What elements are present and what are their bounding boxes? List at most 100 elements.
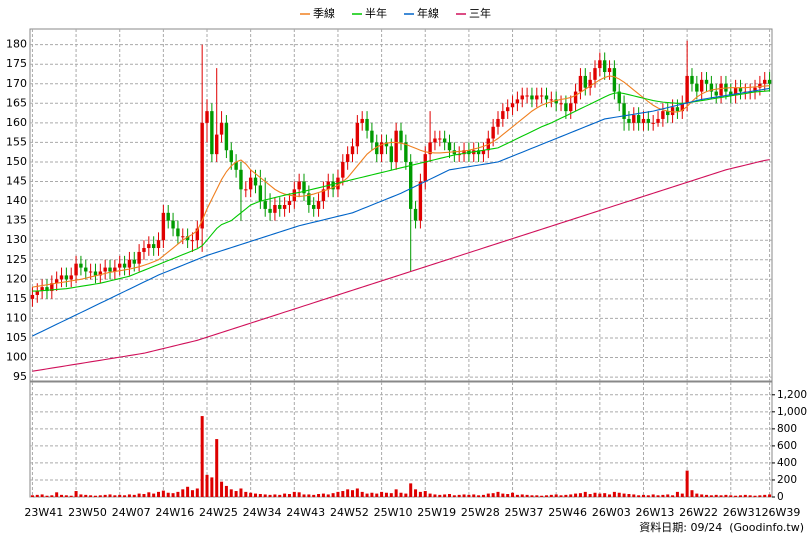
volume-bar [763,494,767,497]
volume-bar [472,494,476,497]
candle-body [646,118,651,123]
volume-bar [549,494,553,497]
candle-body [365,118,369,131]
volume-bar [574,493,578,497]
volume-bar [389,493,393,497]
volume-bar [428,493,432,497]
candle-body [593,68,597,80]
y-tick-label: 140 [6,194,27,207]
volume-bar [215,439,219,497]
candle-body [127,259,132,268]
ma-line [32,87,770,337]
candle-body [375,142,379,155]
candle-body [525,95,529,97]
volume-bar [384,492,388,497]
volume-bar [404,493,408,497]
volume-bar [617,492,621,497]
volume-bar [220,481,224,497]
legend: 季線 半年 年線 三年 [300,6,491,20]
volume-bar [307,494,311,497]
candle-body [602,60,607,73]
volume-bar [525,494,529,497]
volume-bar [583,491,587,497]
candle-body [64,275,69,280]
candle-body [108,267,112,272]
candle-body [714,91,718,96]
candle-body [181,236,185,238]
volume-bar [593,492,597,497]
volume-bar [234,491,238,497]
x-tick-label: 24W34 [243,506,282,519]
candle-body [151,244,156,249]
volume-bar [544,495,548,497]
volume-bar [452,495,456,497]
volume-bar [355,488,359,497]
x-tick-label: 26W39 [762,506,801,519]
volume-bar [622,493,626,497]
candle-body [442,138,447,143]
y-tick-label: 105 [6,331,27,344]
volume-bar [60,494,64,497]
volume-bar [734,495,738,497]
candle-body [418,181,423,221]
x-tick-label: 24W25 [199,506,238,519]
candle-body [399,130,403,143]
volume-bar [346,489,350,497]
candle-body [481,150,486,155]
volume-bar [74,491,78,497]
candle-body [185,236,190,241]
volume-bar [598,493,602,497]
candle-body [74,263,78,276]
candle-body [496,118,500,127]
volume-bar [297,492,301,497]
candle-body [438,138,442,140]
volume-bar [360,491,364,497]
candle-body [156,240,161,249]
candle-body [661,111,665,119]
candle-body [200,122,204,229]
candle-body [341,161,345,178]
volume-bar [287,494,291,497]
volume-bar [685,470,689,497]
candle-body [345,154,350,162]
y-tick-label: 130 [6,233,27,246]
candle-body [699,79,704,92]
candle-body [515,99,520,104]
candle-body [239,169,243,190]
candle-body [389,146,394,162]
candle-body [253,177,258,186]
volume-bar [724,494,728,497]
volume-bar [239,488,243,497]
x-tick-label: 26W13 [635,506,674,519]
volume-bar [608,494,612,497]
volume-bar [40,494,44,497]
volume-tick-label: 0 [777,491,784,503]
volume-bar [181,489,185,497]
candle-body [535,95,539,100]
volume-bar [520,494,524,497]
candle-body [316,201,321,209]
candle-body [549,99,554,101]
candle-body [627,118,631,123]
volume-tick-label: 1,200 [777,389,807,401]
candle-body [40,287,44,292]
y-tick-label: 160 [6,116,27,129]
volume-bar [409,483,413,497]
volume-bar [79,494,83,497]
volume-bar [467,494,471,497]
candle-body [84,267,88,272]
volume-bar [656,495,660,497]
candle-body [617,91,621,104]
price-frame [29,28,773,382]
volume-bar [719,495,723,497]
y-tick-label: 110 [6,311,27,324]
candle-body [190,240,195,242]
candle-body [224,122,229,151]
volume-bar [661,494,665,497]
candle-body [763,79,767,84]
volume-bar [268,494,272,497]
candle-body [733,87,738,96]
candle-body [215,134,219,155]
volume-bar [370,492,374,497]
candle-body [45,287,49,292]
